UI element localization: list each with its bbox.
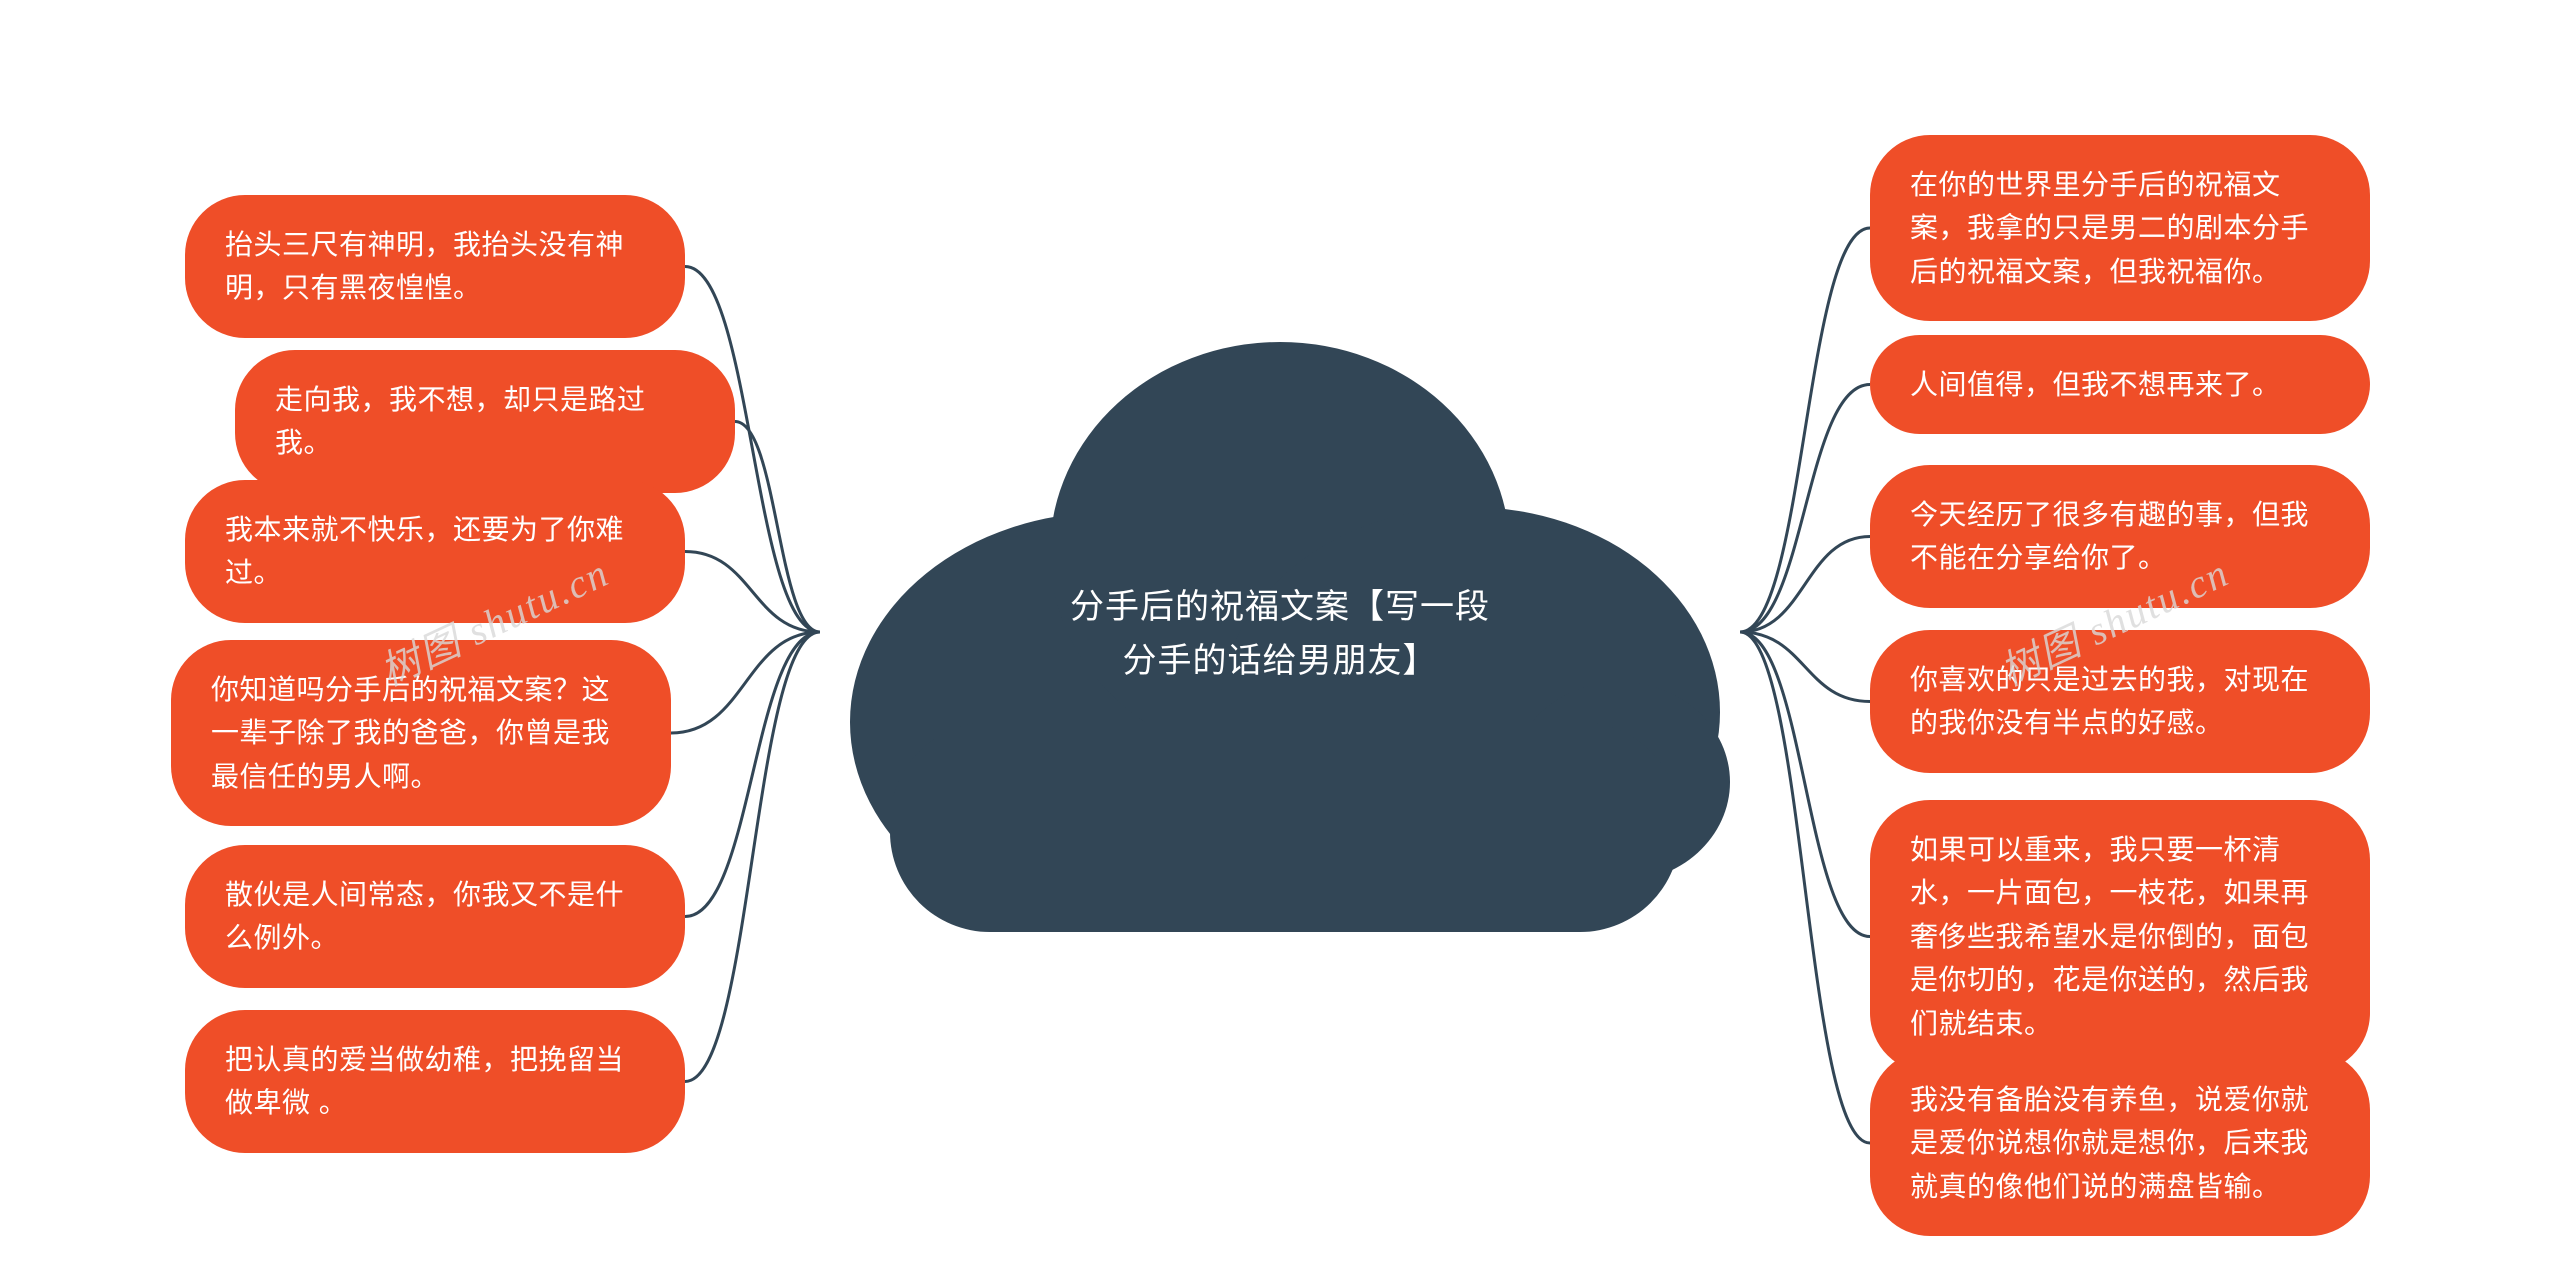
- center-title: 分手后的祝福文案【写一段分手的话给男朋友】: [1060, 579, 1500, 688]
